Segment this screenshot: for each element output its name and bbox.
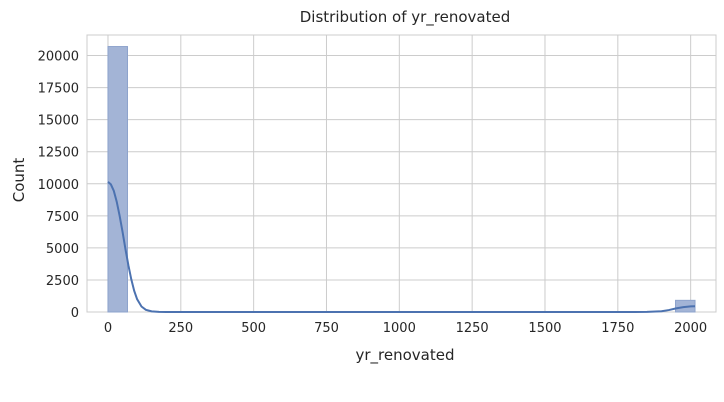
y-tick-label: 10000 (38, 178, 79, 193)
kde-curve (107, 181, 696, 313)
x-axis-label: yr_renovated (356, 346, 455, 365)
y-tick-label: 17500 (38, 82, 79, 97)
x-tick-label: 1000 (383, 321, 416, 336)
y-tick-label: 15000 (38, 114, 79, 129)
x-tick-label: 2000 (674, 321, 707, 336)
chart-title: Distribution of yr_renovated (300, 8, 511, 27)
histogram-bar (107, 46, 128, 313)
x-tick-label: 1500 (528, 321, 561, 336)
x-tick-label: 0 (104, 321, 112, 336)
x-tick-label: 250 (168, 321, 193, 336)
y-axis-label: Count (10, 158, 28, 203)
x-tick-label: 1250 (456, 321, 489, 336)
x-tick-label: 1750 (601, 321, 634, 336)
x-tick-label: 750 (314, 321, 339, 336)
y-tick-label: 20000 (38, 50, 79, 65)
plot-area (86, 34, 717, 313)
y-tick-label: 0 (71, 306, 79, 321)
x-tick-label: 500 (241, 321, 266, 336)
x-tick-labels: 0 250 500 750 1000 1250 1500 1750 2000 (104, 321, 707, 336)
y-tick-label: 12500 (38, 146, 79, 161)
y-tick-label: 7500 (46, 210, 79, 225)
x-gridlines (107, 35, 692, 312)
y-tick-labels: 0 2500 5000 7500 10000 12500 15000 17500 20000 (38, 50, 79, 321)
y-tick-label: 2500 (46, 274, 79, 289)
y-tick-label: 5000 (46, 242, 79, 257)
